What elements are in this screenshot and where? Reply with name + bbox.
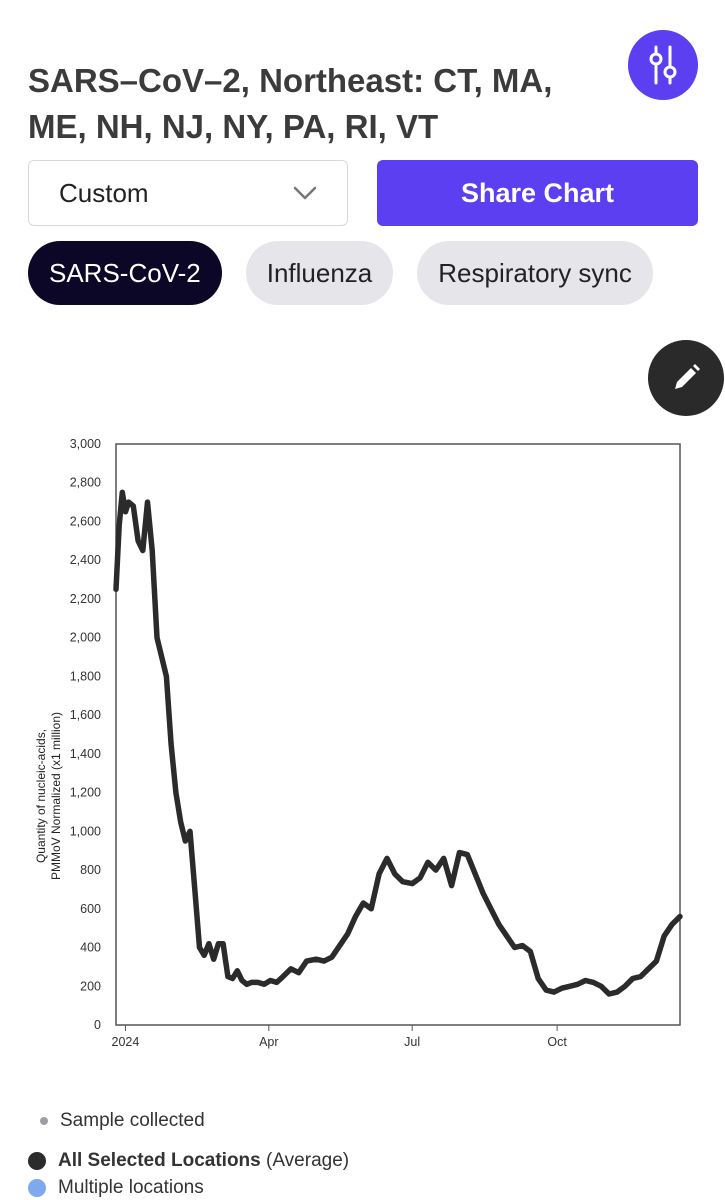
y-tick-label: 2,800 bbox=[70, 476, 101, 490]
pencil-icon bbox=[675, 364, 700, 389]
tab-respiratory-syncytial[interactable]: Respiratory sync bbox=[417, 241, 653, 305]
wastewater-line-chart: Quantity of nucleic-acids, PMMoV Normali… bbox=[34, 437, 683, 1049]
y-tick-label: 200 bbox=[80, 979, 101, 993]
y-tick-label: 800 bbox=[80, 863, 101, 877]
all-locations-dot-icon bbox=[28, 1152, 46, 1170]
y-axis-title-line1: Quantity of nucleic-acids, bbox=[34, 729, 48, 863]
y-tick-label: 400 bbox=[80, 941, 101, 955]
legend-multiple-locations[interactable]: Multiple locations bbox=[28, 1177, 204, 1199]
y-tick-label: 3,000 bbox=[70, 437, 101, 451]
sliders-icon bbox=[649, 45, 677, 85]
y-tick-label: 0 bbox=[94, 1018, 101, 1032]
x-tick-label: Apr bbox=[259, 1035, 278, 1049]
page-title: SARS–CoV–2, Northeast: CT, MA, ME, NH, N… bbox=[28, 62, 553, 145]
x-tick-label: Jul bbox=[404, 1035, 420, 1049]
y-axis-title-line2: PMMoV Normalized (x1 million) bbox=[49, 712, 63, 880]
tab-sars-cov-2[interactable]: SARS-CoV-2 bbox=[28, 241, 222, 305]
y-tick-label: 2,000 bbox=[70, 631, 101, 645]
chart-settings-button[interactable] bbox=[628, 30, 698, 100]
legend-all-label: All Selected Locations bbox=[58, 1150, 261, 1171]
legend-sample-label: Sample collected bbox=[60, 1110, 205, 1131]
y-tick-label: 2,200 bbox=[70, 592, 101, 606]
y-tick-label: 1,200 bbox=[70, 786, 101, 800]
y-tick-label: 600 bbox=[80, 902, 101, 916]
legend-all-suffix: (Average) bbox=[266, 1150, 350, 1171]
legend-all-selected[interactable]: All Selected Locations (Average) bbox=[28, 1150, 349, 1172]
y-tick-label: 1,000 bbox=[70, 824, 101, 838]
legend-sample-collected: Sample collected bbox=[40, 1110, 205, 1132]
tab-influenza[interactable]: Influenza bbox=[245, 241, 394, 305]
y-tick-label: 1,400 bbox=[70, 747, 101, 761]
share-chart-button[interactable]: Share Chart bbox=[377, 160, 698, 226]
pathogen-tabs: SARS-CoV-2 Influenza Respiratory sync bbox=[28, 241, 698, 307]
y-tick-label: 2,400 bbox=[70, 553, 101, 567]
x-tick-label: Oct bbox=[547, 1035, 567, 1049]
plot-area bbox=[115, 443, 681, 1026]
y-tick-label: 2,600 bbox=[70, 514, 101, 528]
series-line-all-selected-locations bbox=[113, 489, 683, 997]
edit-button[interactable] bbox=[648, 340, 724, 416]
x-tick-label: 2024 bbox=[112, 1035, 140, 1049]
range-dropdown-value: Custom bbox=[59, 177, 149, 208]
y-tick-label: 1,800 bbox=[70, 669, 101, 683]
legend-multi-label: Multiple locations bbox=[58, 1177, 204, 1198]
y-tick-label: 1,600 bbox=[70, 708, 101, 722]
range-dropdown[interactable]: Custom bbox=[28, 160, 348, 226]
chevron-down-icon bbox=[293, 186, 317, 200]
sample-dot-icon bbox=[40, 1117, 48, 1125]
multiple-locations-dot-icon bbox=[28, 1179, 46, 1197]
y-axis-title: Quantity of nucleic-acids, PMMoV Normali… bbox=[34, 712, 63, 880]
